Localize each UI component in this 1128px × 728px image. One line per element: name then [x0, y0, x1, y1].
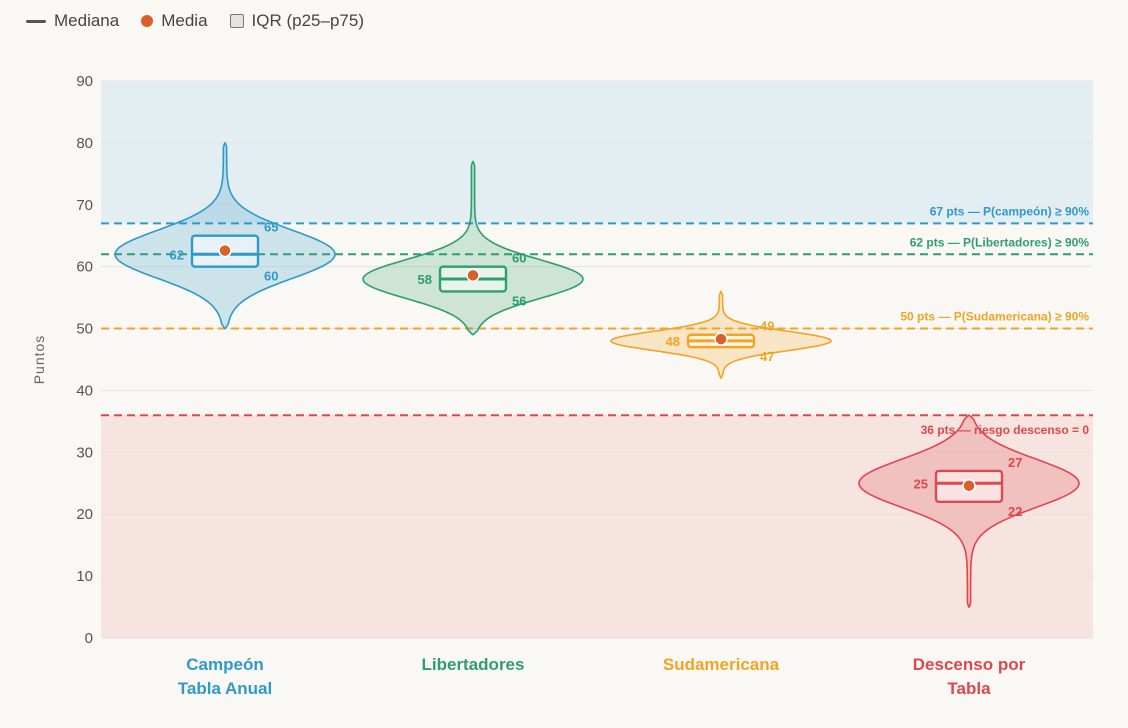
p75-value-label: 27 — [1008, 455, 1022, 470]
category-label: Tabla Anual — [178, 679, 272, 698]
y-axis-label: Puntos — [31, 335, 47, 385]
threshold-label: 62 pts — P(Libertadores) ≥ 90% — [910, 235, 1090, 249]
zone-band-0 — [101, 81, 1093, 224]
threshold-label: 67 pts — P(campeón) ≥ 90% — [930, 204, 1090, 218]
category-label: Tabla — [947, 679, 991, 698]
category-label: Libertadores — [422, 655, 525, 674]
mean-dot-3 — [962, 479, 976, 493]
mean-dot-2 — [714, 332, 728, 346]
legend-iqr: IQR (p25–p75) — [229, 11, 364, 31]
y-tick-label: 0 — [85, 630, 93, 647]
chart-legend: Mediana Media IQR (p25–p75) — [26, 11, 364, 31]
p75-value-label: 65 — [264, 220, 278, 235]
threshold-label: 36 pts — riesgo descenso = 0 — [921, 423, 1090, 437]
y-tick-label: 20 — [76, 506, 93, 523]
legend-median: Mediana — [26, 11, 119, 31]
p25-value-label: 56 — [512, 293, 526, 308]
iqr-swatch — [229, 14, 244, 28]
y-tick-label: 60 — [76, 259, 93, 276]
p25-value-label: 47 — [760, 349, 774, 364]
violin-1 — [362, 160, 584, 336]
y-tick-label: 10 — [76, 568, 93, 585]
legend-iqr-label: IQR (p25–p75) — [251, 11, 364, 30]
y-tick-label: 50 — [76, 321, 93, 338]
y-tick-label: 40 — [76, 382, 93, 399]
violin-3 — [858, 414, 1080, 608]
legend-mean: Media — [141, 11, 208, 31]
legend-mean-label: Media — [161, 11, 208, 30]
p25-value-label: 60 — [264, 269, 278, 284]
median-value-label: 58 — [418, 272, 432, 287]
median-swatch — [26, 19, 46, 23]
y-tick-label: 90 — [76, 73, 93, 90]
legend-median-label: Mediana — [54, 11, 120, 30]
threshold-label: 50 pts — P(Sudamericana) ≥ 90% — [900, 310, 1089, 324]
mean-swatch — [141, 15, 154, 27]
p75-value-label: 49 — [760, 319, 774, 334]
category-label: Sudamericana — [663, 655, 780, 674]
category-label: Campeón — [186, 655, 263, 674]
category-label: Descenso por — [913, 655, 1026, 674]
y-tick-label: 30 — [76, 444, 93, 461]
y-tick-label: 80 — [76, 135, 93, 152]
mean-dot-0 — [218, 243, 232, 258]
median-value-label: 25 — [914, 476, 928, 491]
p75-value-label: 60 — [512, 251, 526, 266]
median-value-label: 48 — [666, 334, 680, 349]
p25-value-label: 22 — [1008, 504, 1022, 519]
mean-dot-1 — [466, 268, 480, 283]
y-tick-label: 70 — [76, 197, 93, 214]
median-value-label: 62 — [170, 247, 184, 262]
